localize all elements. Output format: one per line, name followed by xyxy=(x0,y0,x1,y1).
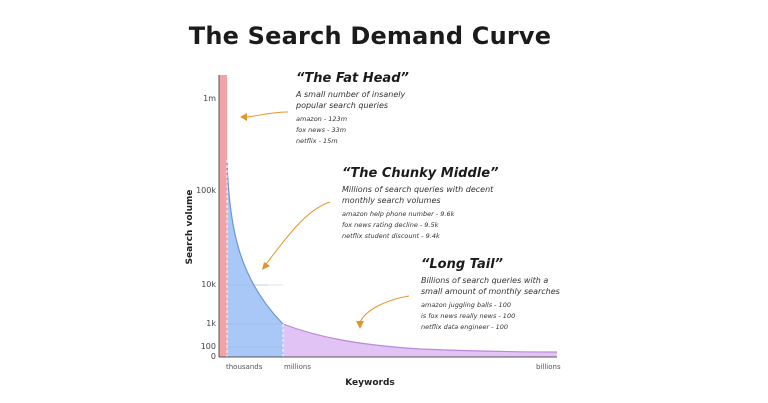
x-tick-thousands: thousands xyxy=(226,363,263,371)
example: amazon - 123m xyxy=(296,115,348,123)
chart-title: The Search Demand Curve xyxy=(188,22,552,50)
annotation-chunky-middle: “The Chunky Middle” Millions of search q… xyxy=(342,166,498,242)
example: fox news - 33m xyxy=(296,126,347,134)
y-tick-100: 100 xyxy=(200,342,216,351)
annotation-heading: “The Fat Head” xyxy=(296,71,409,86)
y-axis-label: Search volume xyxy=(185,189,195,265)
y-tick-0: 0 xyxy=(210,352,216,361)
example: fox news rating decline - 9.5k xyxy=(342,221,439,229)
arrowhead-long-tail xyxy=(356,321,364,329)
arrow-chunky-middle xyxy=(265,201,331,265)
example: amazon help phone number - 9.6k xyxy=(342,210,455,218)
annotation-description: Billions of search queries with a small … xyxy=(421,275,560,297)
fat-head-area xyxy=(219,75,227,357)
example: is fox news really news - 100 xyxy=(421,312,516,320)
description-line: popular search queries xyxy=(296,101,389,110)
chunky-middle-area xyxy=(227,160,283,357)
description-line: Millions of search queries with decent xyxy=(342,185,494,194)
annotation-fat-head: “The Fat Head” A small number of insanel… xyxy=(296,71,409,147)
long-tail-area xyxy=(283,324,557,357)
description-line: A small number of insanely xyxy=(296,90,406,99)
x-tick-billions: billions xyxy=(536,363,561,371)
arrow-long-tail xyxy=(359,295,410,323)
x-tick-millions: millions xyxy=(284,363,311,371)
curve-middle xyxy=(226,159,284,325)
arrow-fat-head xyxy=(245,111,289,118)
y-tick-10k: 10k xyxy=(201,280,216,289)
description-line: Billions of search queries with a xyxy=(421,276,549,285)
y-tick-100k: 100k xyxy=(196,186,216,195)
example: amazon juggling balls - 100 xyxy=(421,301,511,309)
arrowhead-fat-head xyxy=(240,113,247,121)
example: netflix data engineer - 100 xyxy=(421,323,509,331)
y-tick-1k: 1k xyxy=(206,319,216,328)
y-tick-1m: 1m xyxy=(203,94,216,103)
curve-tail xyxy=(282,323,558,353)
description-line: small amount of monthly searches xyxy=(421,287,560,296)
annotation-heading: “Long Tail” xyxy=(421,257,504,272)
description-line: monthly search volumes xyxy=(342,196,441,205)
annotation-long-tail: “Long Tail” Billions of search queries w… xyxy=(421,257,560,333)
example: netflix - 15m xyxy=(296,137,338,145)
annotation-description: Millions of search queries with decent m… xyxy=(342,184,498,206)
arrowhead-chunky-middle xyxy=(262,262,270,270)
x-axis-label: Keywords xyxy=(345,378,395,388)
annotation-description: A small number of insanely popular searc… xyxy=(296,89,409,111)
example: netflix student discount - 9.4k xyxy=(342,232,440,240)
annotation-heading: “The Chunky Middle” xyxy=(342,166,499,181)
